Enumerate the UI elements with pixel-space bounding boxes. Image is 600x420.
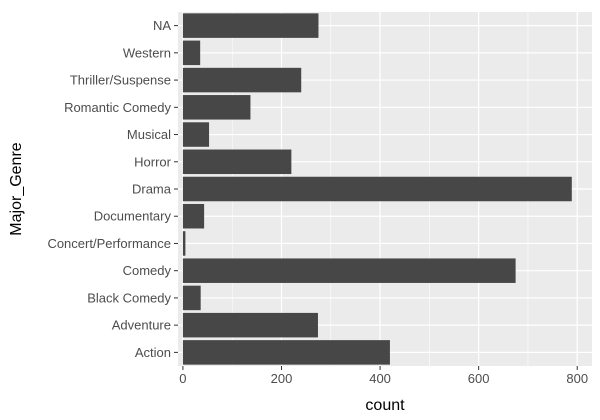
bar	[182, 13, 319, 38]
y-axis-title: Major_Genre	[8, 142, 25, 235]
y-tick-label: Horror	[134, 154, 172, 169]
x-tick-label: 0	[179, 371, 186, 386]
x-tick-label: 800	[566, 371, 588, 386]
x-tick-label: 400	[369, 371, 391, 386]
y-tick-label: Action	[135, 345, 171, 360]
y-tick-label: Comedy	[123, 263, 172, 278]
y-tick-label: Western	[123, 45, 171, 60]
y-tick-label: Adventure	[112, 318, 171, 333]
bar	[182, 149, 292, 175]
y-tick-labels: NA Western Thriller/Suspense Romantic Comed…	[47, 18, 178, 360]
bar	[182, 67, 302, 93]
bar	[182, 40, 201, 66]
x-tick-label: 600	[468, 371, 490, 386]
y-tick-label: Black Comedy	[87, 290, 171, 305]
bar	[182, 231, 186, 256]
bar	[182, 176, 572, 202]
y-tick-label: Drama	[132, 182, 172, 197]
x-tick-labels: 0 200 400 600 800	[179, 366, 588, 386]
bar-layer	[182, 13, 572, 365]
y-tick-label: Musical	[127, 127, 171, 142]
bar	[182, 122, 210, 147]
bar	[182, 95, 251, 120]
y-tick-label: Thriller/Suspense	[70, 73, 171, 88]
y-tick-label: Romantic Comedy	[64, 100, 171, 115]
bar	[182, 285, 201, 311]
bar	[182, 258, 516, 283]
x-tick-label: 200	[271, 371, 293, 386]
y-tick-label: Concert/Performance	[47, 236, 171, 251]
x-axis-title: count	[365, 397, 405, 414]
y-tick-label: NA	[153, 18, 171, 33]
bar	[182, 340, 390, 365]
bar	[182, 203, 205, 229]
y-tick-label: Documentary	[94, 209, 172, 224]
bar	[182, 312, 318, 338]
